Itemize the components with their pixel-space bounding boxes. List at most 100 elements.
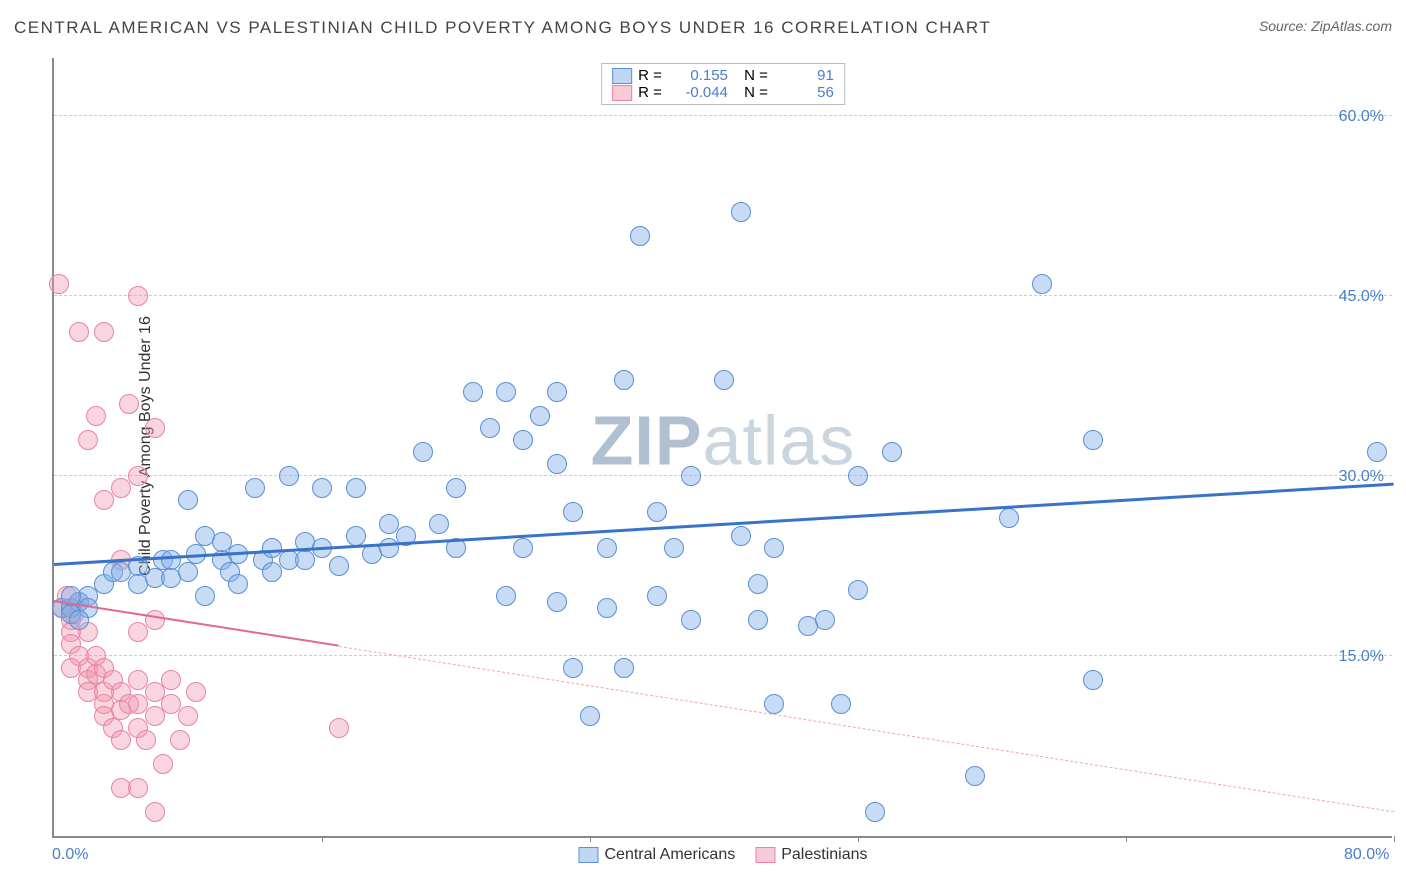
watermark-atlas: atlas <box>703 402 856 480</box>
gridline-v <box>1126 836 1127 842</box>
data-point-blue <box>647 502 667 522</box>
data-point-blue <box>748 610 768 630</box>
data-point-blue <box>346 478 366 498</box>
legend-swatch-blue <box>612 68 632 84</box>
data-point-pink <box>145 706 165 726</box>
data-point-blue <box>329 556 349 576</box>
data-point-blue <box>597 538 617 558</box>
data-point-blue <box>262 562 282 582</box>
data-point-blue <box>1083 430 1103 450</box>
data-point-pink <box>186 682 206 702</box>
data-point-blue <box>882 442 902 462</box>
r-label-pink: R = <box>638 84 662 101</box>
legend-row-blue: R = 0.155 N = 91 <box>612 67 834 84</box>
data-point-pink <box>329 718 349 738</box>
data-point-pink <box>119 394 139 414</box>
legend-swatch-pink-bottom <box>755 847 775 863</box>
data-point-blue <box>279 466 299 486</box>
data-point-blue <box>714 370 734 390</box>
series-legend: Central Americans Palestinians <box>579 846 868 864</box>
data-point-blue <box>530 406 550 426</box>
data-point-blue <box>647 586 667 606</box>
data-point-pink <box>170 730 190 750</box>
x-tick-label: 0.0% <box>52 846 88 864</box>
data-point-blue <box>547 454 567 474</box>
data-point-blue <box>731 526 751 546</box>
n-value-blue: 91 <box>774 67 834 84</box>
data-point-blue <box>597 598 617 618</box>
gridline-v <box>590 836 591 842</box>
scatter-plot-area: ZIPatlas R = 0.155 N = 91 R = -0.044 N =… <box>52 58 1392 838</box>
gridline-h <box>54 655 1392 656</box>
legend-swatch-pink <box>612 85 632 101</box>
data-point-pink <box>111 478 131 498</box>
data-point-blue <box>446 478 466 498</box>
correlation-legend: R = 0.155 N = 91 R = -0.044 N = 56 <box>601 63 845 105</box>
data-point-blue <box>563 502 583 522</box>
data-point-pink <box>128 286 148 306</box>
gridline-h <box>54 295 1392 296</box>
data-point-pink <box>145 802 165 822</box>
data-point-pink <box>94 322 114 342</box>
data-point-blue <box>848 580 868 600</box>
data-point-pink <box>161 670 181 690</box>
data-point-pink <box>178 706 198 726</box>
source-value: ZipAtlas.com <box>1311 18 1392 34</box>
data-point-blue <box>681 466 701 486</box>
data-point-blue <box>429 514 449 534</box>
data-point-blue <box>580 706 600 726</box>
data-point-blue <box>563 658 583 678</box>
trendline-pink-solid <box>54 600 339 647</box>
data-point-blue <box>547 592 567 612</box>
source-prefix: Source: <box>1259 18 1307 34</box>
data-point-pink <box>145 418 165 438</box>
data-point-blue <box>764 694 784 714</box>
data-point-blue <box>295 550 315 570</box>
r-label-blue: R = <box>638 67 662 84</box>
data-point-pink <box>111 730 131 750</box>
data-point-pink <box>49 274 69 294</box>
y-tick-label: 15.0% <box>1339 648 1384 666</box>
data-point-blue <box>664 538 684 558</box>
data-point-blue <box>748 574 768 594</box>
data-point-blue <box>312 478 332 498</box>
data-point-blue <box>731 202 751 222</box>
y-tick-label: 45.0% <box>1339 288 1384 306</box>
legend-swatch-blue-bottom <box>579 847 599 863</box>
data-point-pink <box>128 466 148 486</box>
legend-row-pink: R = -0.044 N = 56 <box>612 84 834 101</box>
gridline-v <box>322 836 323 842</box>
data-point-blue <box>513 430 533 450</box>
data-point-blue <box>999 508 1019 528</box>
data-point-blue <box>513 538 533 558</box>
data-point-pink <box>94 490 114 510</box>
y-tick-label: 60.0% <box>1339 108 1384 126</box>
trendline-pink-dash <box>339 646 1394 812</box>
gridline-h <box>54 115 1392 116</box>
data-point-pink <box>128 622 148 642</box>
data-point-blue <box>1367 442 1387 462</box>
data-point-blue <box>614 658 634 678</box>
gridline-h <box>54 475 1392 476</box>
data-point-blue <box>463 382 483 402</box>
data-point-blue <box>496 382 516 402</box>
data-point-blue <box>346 526 366 546</box>
data-point-blue <box>614 370 634 390</box>
gridline-v <box>1394 836 1395 842</box>
data-point-blue <box>69 610 89 630</box>
data-point-blue <box>178 562 198 582</box>
data-point-blue <box>496 586 516 606</box>
r-value-blue: 0.155 <box>668 67 728 84</box>
data-point-blue <box>681 610 701 630</box>
data-point-pink <box>136 730 156 750</box>
chart-title: CENTRAL AMERICAN VS PALESTINIAN CHILD PO… <box>14 18 991 38</box>
data-point-pink <box>128 778 148 798</box>
data-point-pink <box>78 430 98 450</box>
data-point-pink <box>69 322 89 342</box>
legend-label-blue: Central Americans <box>605 846 736 863</box>
x-tick-label: 80.0% <box>1344 846 1389 864</box>
data-point-blue <box>178 490 198 510</box>
data-point-blue <box>764 538 784 558</box>
gridline-v <box>858 836 859 842</box>
n-label-blue: N = <box>744 67 768 84</box>
